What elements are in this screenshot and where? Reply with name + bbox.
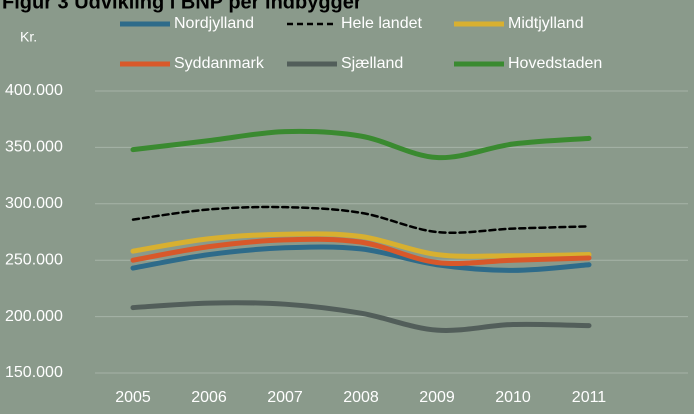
series-line xyxy=(130,231,592,259)
y-tick-label: 200.000 xyxy=(5,308,63,325)
y-tick-label: 400.000 xyxy=(5,82,63,99)
y-tick-label: 150.000 xyxy=(5,364,63,381)
series-line xyxy=(131,205,591,234)
series-line xyxy=(130,236,592,266)
y-axis-label: Kr. xyxy=(20,29,37,45)
y-tick-label: 350.000 xyxy=(5,139,63,156)
chart-title: Figur 3 Udvikling i BNP per indbygger xyxy=(2,0,362,13)
legend-label: Nordjylland xyxy=(174,15,254,32)
legend-label: Sjælland xyxy=(341,55,403,72)
y-tick-label: 250.000 xyxy=(5,251,63,268)
series-line xyxy=(130,128,592,161)
x-tick-label: 2009 xyxy=(419,389,455,406)
series-line xyxy=(130,300,592,333)
legend-label: Hovedstaden xyxy=(508,55,602,72)
x-tick-label: 2010 xyxy=(495,389,531,406)
x-tick-label: 2011 xyxy=(572,389,607,406)
legend-label: Hele landet xyxy=(341,15,423,32)
y-tick-label: 300.000 xyxy=(5,195,63,212)
legend-label: Syddanmark xyxy=(174,55,265,72)
x-tick-label: 2007 xyxy=(267,389,303,406)
x-tick-label: 2006 xyxy=(191,389,227,406)
x-tick-label: 2005 xyxy=(115,389,151,406)
series-line xyxy=(130,244,592,273)
legend-label: Midtjylland xyxy=(508,15,584,32)
x-tick-label: 2008 xyxy=(343,389,379,406)
